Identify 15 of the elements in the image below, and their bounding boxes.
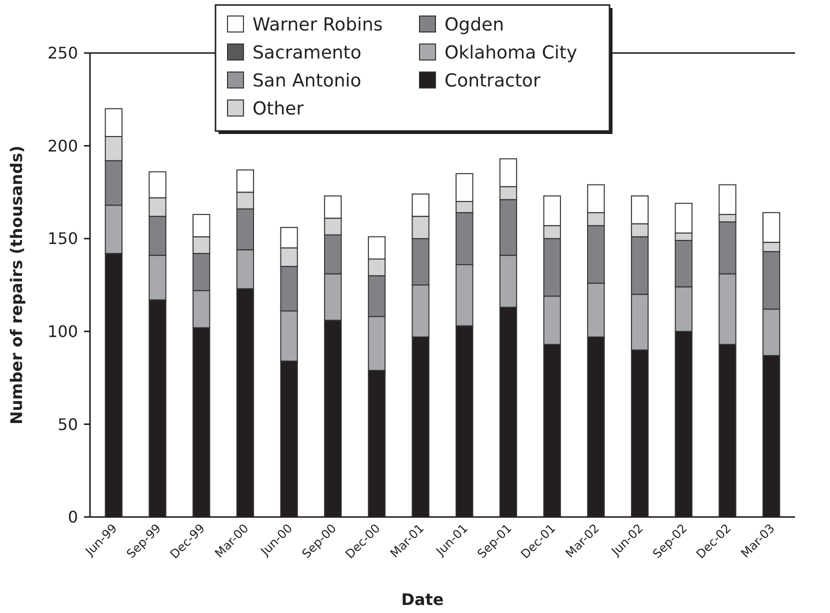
legend-label: Other [252,98,304,120]
y-tick-label: 200 [47,136,78,156]
legend-label: Ogden [444,14,504,36]
legend-label: Sacramento [252,42,362,64]
y-tick-label: 0 [68,508,78,527]
y-tick-label: 150 [47,229,78,248]
x-axis-title: Date [401,590,444,609]
y-tick-label: 50 [58,414,78,434]
y-tick-label: 100 [47,322,78,341]
y-axis-title: Number of repairs (thousands) [7,146,26,424]
legend-label: Contractor [444,70,541,92]
legend-label: Oklahoma City [444,42,578,64]
legend-label: San Antonio [252,70,362,92]
legend-label: Warner Robins [252,14,383,36]
y-tick-label: 250 [47,44,78,63]
